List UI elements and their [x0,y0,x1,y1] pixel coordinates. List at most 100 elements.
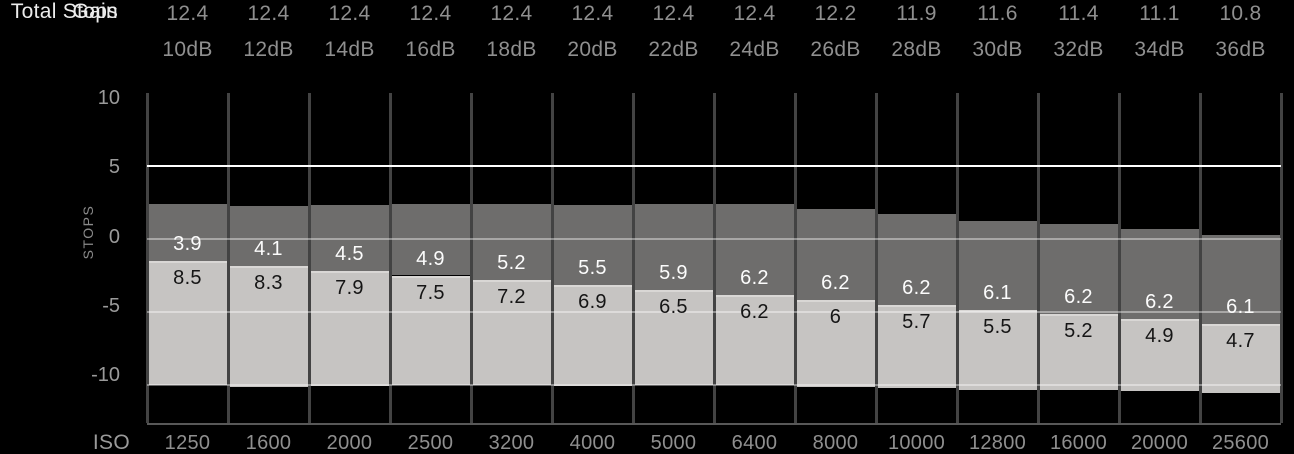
gridline--10 [147,384,1281,386]
iso-value: 6400 [731,432,778,454]
bar-above-segment [876,214,957,305]
bar-below-segment [471,280,552,386]
iso-value: 1250 [164,432,211,454]
stops-above-label: 3.9 [173,232,202,255]
stops-above-label: 5.2 [497,252,526,275]
bar-above-segment [957,220,1038,310]
y-tick-label: 5 [108,156,120,179]
column-gridline [550,93,554,423]
column-gridline [1198,93,1202,423]
total-stops-value: 12.4 [733,2,776,25]
stops-above-label: 6.2 [1145,291,1174,314]
total-stops-value: 12.4 [166,2,209,25]
total-stops-value: 10.8 [1219,2,1262,25]
column-gridline [1117,93,1121,423]
y-tick-label: 0 [108,225,120,248]
stops-above-label: 4.9 [416,247,445,270]
iso-value: 20000 [1130,432,1189,454]
bar-below-segment [552,285,633,386]
total-stops-value: 12.4 [490,2,533,25]
column-gridline [469,93,473,423]
bar-above-segment [390,203,471,276]
total-stops-value: 12.4 [409,2,452,25]
bar-above-segment [633,203,714,291]
total-stops-value: 11.6 [977,2,1018,25]
total-stops-value: 12.2 [814,2,857,25]
column-gridline [307,93,311,423]
iso-row-label: ISO [92,431,130,454]
stops-below-label: 6.9 [578,291,607,314]
y-tick-label: -5 [102,294,120,317]
bar-below-segment [633,290,714,385]
bar-above-segment [714,204,795,295]
total-stops-value: 11.9 [896,2,937,25]
bar-above-segment [1038,223,1119,315]
bar-below-segment [309,270,390,386]
total-stops-row-label: Total Stops [10,0,118,23]
bar-above-segment [309,204,390,271]
gain-value: 12dB [243,38,294,61]
gain-value: 18dB [486,38,537,61]
stops-below-label: 6.2 [740,300,769,323]
iso-value: 10000 [887,432,946,454]
bar-above-segment [795,209,876,300]
stops-below-label: 6.5 [659,296,688,319]
total-stops-value: 11.1 [1139,2,1180,25]
iso-value: 25600 [1211,432,1270,454]
column-gridline [226,93,230,423]
gain-value: 34dB [1134,38,1185,61]
iso-value: 8000 [812,432,859,454]
stops-below-label: 4.9 [1145,325,1174,348]
iso-value: 16000 [1049,432,1108,454]
gain-value: 22dB [648,38,699,61]
iso-value: 1600 [245,432,292,454]
column-gridline [874,93,878,423]
total-stops-value: 12.4 [571,2,614,25]
stops-above-label: 6.1 [983,281,1012,304]
x-axis-line [147,423,1281,425]
gain-value: 20dB [567,38,618,61]
iso-value: 2000 [326,432,373,454]
stops-above-label: 6.2 [740,266,769,289]
stops-above-label: 5.5 [578,257,607,280]
stops-below-label: 6 [829,305,842,328]
iso-value: 4000 [569,432,616,454]
column-gridline [631,93,635,423]
stops-above-label: 6.1 [1226,296,1255,319]
bar-below-segment [876,304,957,388]
iso-value: 5000 [650,432,697,454]
iso-value: 2500 [407,432,454,454]
gain-value: 14dB [324,38,375,61]
stops-below-label: 7.5 [416,281,445,304]
column-gridline [1036,93,1040,423]
bar-above-segment [1200,235,1281,325]
gain-value: 36dB [1215,38,1266,61]
bar-below-segment [147,260,228,385]
gain-value: 30dB [972,38,1023,61]
bar-below-segment [228,265,309,387]
column-gridline [388,93,392,423]
stops-below-label: 5.5 [983,315,1012,338]
gain-value: 32dB [1053,38,1104,61]
bar-above-segment [147,203,228,261]
bar-below-segment [390,275,471,385]
column-gridline [712,93,716,423]
total-stops-value: 11.4 [1058,2,1099,25]
total-stops-value: 12.4 [328,2,371,25]
stops-below-label: 7.2 [497,286,526,309]
bar-below-segment [795,299,876,388]
stops-above-label: 6.2 [1064,286,1093,309]
bar-above-segment [1119,228,1200,320]
stops-below-label: 5.7 [902,310,931,333]
y-tick-label: -10 [91,364,120,387]
gain-value: 28dB [891,38,942,61]
bar-below-segment [714,294,795,386]
bar-above-segment [228,205,309,266]
iso-value: 12800 [968,432,1027,454]
bar-above-segment [552,204,633,286]
stops-above-label: 6.2 [902,276,931,299]
bar-below-segment [1119,319,1200,391]
column-gridline [1279,93,1283,423]
stops-below-label: 8.5 [173,266,202,289]
